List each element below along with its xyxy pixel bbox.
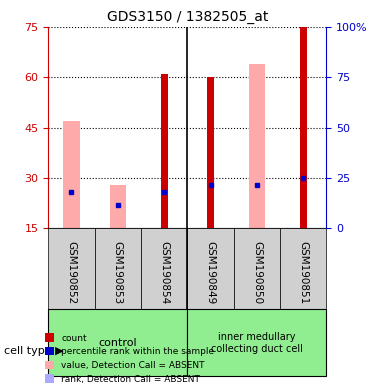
Bar [207,77,214,228]
Bar [249,64,265,228]
Title: GDS3150 / 1382505_at: GDS3150 / 1382505_at [107,10,268,25]
FancyBboxPatch shape [280,228,326,309]
Legend: count, percentile rank within the sample, value, Detection Call = ABSENT, rank, : count, percentile rank within the sample… [42,330,218,384]
FancyBboxPatch shape [187,309,326,376]
FancyBboxPatch shape [141,228,187,309]
Text: GSM190852: GSM190852 [66,240,76,304]
Text: cell type ▶: cell type ▶ [4,346,63,356]
FancyBboxPatch shape [95,228,141,309]
Text: GSM190850: GSM190850 [252,240,262,304]
Bar [63,121,79,228]
Text: inner medullary
collecting duct cell: inner medullary collecting duct cell [211,332,303,354]
FancyBboxPatch shape [187,228,234,309]
Text: control: control [98,338,137,348]
Text: GSM190851: GSM190851 [298,240,308,304]
Bar [300,27,307,228]
Text: GSM190849: GSM190849 [206,240,216,304]
Bar [110,185,126,228]
FancyBboxPatch shape [48,309,187,376]
FancyBboxPatch shape [234,228,280,309]
Text: GSM190853: GSM190853 [113,240,123,304]
Bar [161,74,168,228]
FancyBboxPatch shape [48,228,95,309]
Text: GSM190854: GSM190854 [159,240,169,304]
